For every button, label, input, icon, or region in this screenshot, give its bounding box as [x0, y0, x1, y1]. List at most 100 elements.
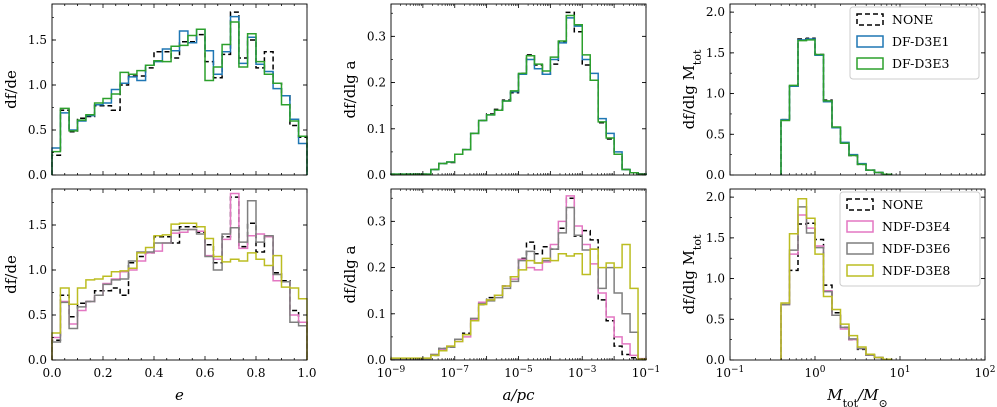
- tick-label: 1.5: [28, 33, 47, 47]
- tick-label: 0.5: [706, 127, 725, 141]
- histogram-df-d3e3: [51, 21, 308, 175]
- tick-base: 10: [440, 366, 455, 380]
- tick-label: 1.0: [28, 78, 47, 92]
- x-axis-label: Mtot/M⊙: [826, 386, 887, 407]
- tick-exponent: −1: [731, 365, 744, 375]
- tick-label: 0.5: [28, 308, 47, 322]
- tick-exponent: −3: [583, 365, 597, 375]
- histogram-ndf-d3e8: [780, 198, 893, 360]
- y-axis-label: df/de: [2, 70, 20, 109]
- tick-label: 100: [804, 365, 825, 380]
- tick-exponent: −5: [520, 365, 534, 375]
- tick-label: 0.3: [367, 29, 386, 43]
- tick-label: 10−9: [377, 365, 406, 380]
- tick-exponent: −7: [456, 365, 470, 375]
- tick-exponent: 2: [990, 365, 996, 375]
- tick-label: 2.0: [706, 190, 725, 204]
- y-axis-label: df/dlg a: [341, 60, 359, 118]
- panel-bottom-left: 0.0 0.5 1.0 1.5 0.0 0.2 0.4 0.6 0.8 1.0 df/de e: [2, 188, 317, 404]
- histogram-ndf-d3e6: [390, 206, 647, 360]
- tick-label: 0.3: [367, 214, 386, 228]
- tick-label: 0.0: [367, 168, 386, 182]
- legend-label: DF-D3E1: [892, 34, 949, 49]
- tick-base: 10: [632, 366, 647, 380]
- legend-swatch: [856, 13, 884, 26]
- tick-label: 0.1: [367, 307, 386, 321]
- tick-label: 10−1: [716, 365, 745, 380]
- tick-label: 0.0: [28, 168, 47, 182]
- tick-label: 1.0: [706, 272, 725, 286]
- tick-label: 0.0: [28, 353, 47, 367]
- y-axis-label: df/dlg Mtot: [680, 234, 704, 314]
- tick-label: 10−3: [568, 365, 597, 380]
- panel-top-left: 0.0 0.5 1.0 1.5 df/de: [2, 3, 308, 182]
- tick-label: 1.0: [28, 263, 47, 277]
- tick-label: 0.8: [246, 366, 265, 380]
- tick-label: 0.2: [367, 261, 386, 275]
- legend-legend_top: NONE DF-D3E1 DF-D3E3: [849, 6, 980, 80]
- tick-label: 1.5: [706, 231, 725, 245]
- x-axis-label-sun: ⊙: [879, 397, 888, 407]
- tick-label: 1.5: [28, 218, 47, 232]
- histogram-none: [51, 196, 308, 360]
- tick-base: 10: [377, 366, 392, 380]
- tick-label: 0.0: [367, 353, 386, 367]
- axes-frame: [729, 3, 986, 176]
- tick-base: 10: [804, 366, 819, 380]
- legend-swatch: [856, 57, 884, 70]
- tick-label: 0.0: [42, 366, 61, 380]
- histogram-none: [390, 11, 647, 175]
- axes-frame: [729, 188, 986, 361]
- tick-base: 10: [716, 366, 731, 380]
- x-axis-label-sub: tot: [843, 397, 859, 407]
- tick-label: 0.2: [367, 76, 386, 90]
- legend-label: NONE: [892, 12, 933, 27]
- legend-label: NDF-D3E8: [882, 263, 950, 278]
- histogram-df-d3e3: [780, 39, 893, 175]
- tick-base: 10: [568, 366, 583, 380]
- axes-frame: [51, 3, 308, 176]
- tick-label: 101: [889, 365, 910, 380]
- tick-label: 0.5: [28, 123, 47, 137]
- histogram-ndf-d3e4: [51, 192, 308, 360]
- y-axis-label: df/dlg Mtot: [680, 49, 704, 129]
- tick-label: 0.4: [144, 366, 163, 380]
- tick-label: 10−5: [504, 365, 533, 380]
- x-axis-label-main: M: [826, 386, 843, 404]
- y-axis-label-sub: tot: [691, 49, 704, 65]
- tick-label: 1.0: [297, 366, 316, 380]
- y-axis-label-sub: tot: [691, 234, 704, 250]
- tick-label: 10−7: [440, 365, 469, 380]
- tick-label: 0.6: [195, 366, 214, 380]
- legend-swatch: [846, 264, 874, 277]
- panel-top-right: 0.0 0.5 1.0 1.5 2.0 df/dlg Mtot: [680, 3, 986, 182]
- panel-bottom-middle: 0.00.10.20.310−9 10−7 10−5 10−3 10−1df/dlg a…: [341, 188, 661, 404]
- legend-label: NDF-D3E4: [882, 219, 950, 234]
- x-axis-label-over: /M: [856, 386, 879, 404]
- legend-swatch: [846, 242, 874, 255]
- tick-label: 1.0: [706, 87, 725, 101]
- tick-label: 10−1: [632, 365, 661, 380]
- tick-label: 0.5: [706, 312, 725, 326]
- tick-exponent: 1: [905, 365, 911, 375]
- tick-base: 10: [504, 366, 519, 380]
- tick-label: 0.0: [706, 353, 725, 367]
- histogram-ndf-d3e8: [390, 243, 647, 360]
- legend-swatch: [846, 220, 874, 233]
- tick-base: 10: [889, 366, 904, 380]
- tick-label: 2.0: [706, 5, 725, 19]
- tick-label: 1.5: [706, 46, 725, 60]
- legend-swatch: [856, 35, 884, 48]
- tick-label: 0.1: [367, 122, 386, 136]
- y-axis-label: df/de: [2, 255, 20, 294]
- panel-top-middle: 0.0 0.1 0.2 0.3 df/dlg a: [341, 3, 647, 182]
- y-axis-label: df/dlg a: [341, 245, 359, 303]
- legend-swatch: [846, 198, 874, 211]
- tick-exponent: −9: [392, 365, 406, 375]
- legend-label: NONE: [882, 197, 923, 212]
- x-axis-label: e: [175, 386, 184, 404]
- histogram-ndf-d3e8: [51, 222, 308, 360]
- x-axis-label: a/pc: [503, 386, 536, 404]
